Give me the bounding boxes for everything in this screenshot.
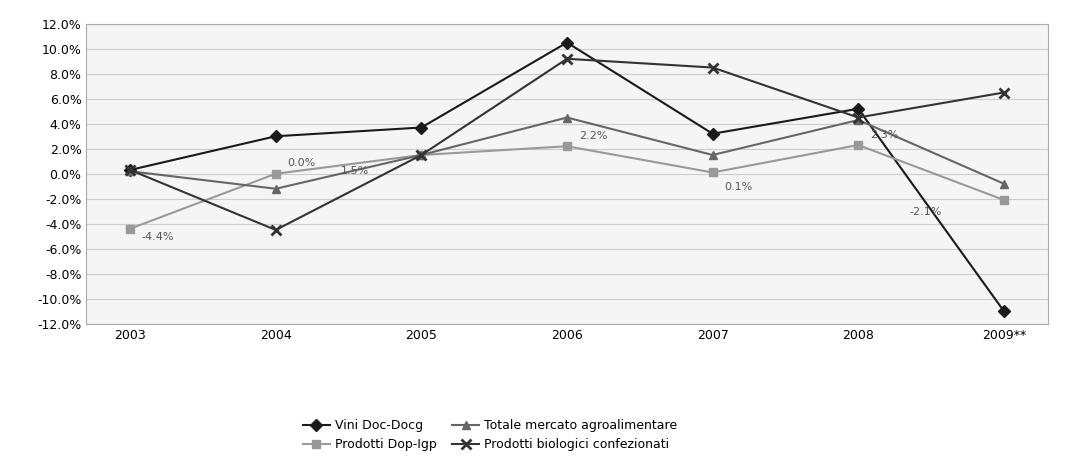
Totale mercato agroalimentare bbox=[561, 115, 573, 120]
Text: 0.0%: 0.0% bbox=[287, 158, 315, 168]
Vini Doc-Docg bbox=[415, 125, 428, 130]
Vini Doc-Docg bbox=[561, 40, 573, 45]
Totale mercato agroalimentare bbox=[852, 117, 865, 123]
Legend: Vini Doc-Docg, Prodotti Dop-Igp, Totale mercato agroalimentare, Prodotti biologi: Vini Doc-Docg, Prodotti Dop-Igp, Totale … bbox=[298, 414, 683, 456]
Totale mercato agroalimentare bbox=[998, 181, 1011, 187]
Text: -2.1%: -2.1% bbox=[909, 207, 942, 217]
Prodotti biologici confezionati bbox=[561, 56, 573, 62]
Line: Prodotti Dop-Igp: Prodotti Dop-Igp bbox=[126, 141, 1008, 233]
Vini Doc-Docg bbox=[998, 308, 1011, 314]
Totale mercato agroalimentare bbox=[269, 186, 282, 191]
Prodotti biologici confezionati bbox=[998, 89, 1011, 95]
Prodotti Dop-Igp bbox=[123, 226, 136, 232]
Prodotti Dop-Igp bbox=[852, 142, 865, 148]
Text: -4.4%: -4.4% bbox=[141, 232, 174, 242]
Prodotti biologici confezionati bbox=[706, 65, 719, 70]
Prodotti Dop-Igp bbox=[561, 143, 573, 149]
Prodotti Dop-Igp bbox=[415, 152, 428, 158]
Vini Doc-Docg bbox=[852, 106, 865, 112]
Text: 0.1%: 0.1% bbox=[725, 182, 753, 192]
Line: Vini Doc-Docg: Vini Doc-Docg bbox=[126, 39, 1008, 316]
Prodotti biologici confezionati bbox=[415, 152, 428, 158]
Vini Doc-Docg bbox=[706, 131, 719, 137]
Line: Totale mercato agroalimentare: Totale mercato agroalimentare bbox=[126, 113, 1008, 193]
Vini Doc-Docg bbox=[269, 133, 282, 139]
Totale mercato agroalimentare bbox=[123, 169, 136, 174]
Prodotti Dop-Igp bbox=[998, 197, 1011, 203]
Prodotti biologici confezionati bbox=[852, 115, 865, 120]
Text: 2.3%: 2.3% bbox=[869, 129, 899, 139]
Prodotti biologici confezionati bbox=[269, 227, 282, 233]
Text: 1.5%: 1.5% bbox=[341, 166, 369, 176]
Line: Prodotti biologici confezionati: Prodotti biologici confezionati bbox=[125, 54, 1009, 235]
Totale mercato agroalimentare bbox=[415, 152, 428, 158]
Text: 2.2%: 2.2% bbox=[579, 131, 607, 141]
Prodotti biologici confezionati bbox=[123, 167, 136, 173]
Prodotti Dop-Igp bbox=[269, 171, 282, 177]
Totale mercato agroalimentare bbox=[706, 152, 719, 158]
Prodotti Dop-Igp bbox=[706, 169, 719, 175]
Vini Doc-Docg bbox=[123, 167, 136, 173]
